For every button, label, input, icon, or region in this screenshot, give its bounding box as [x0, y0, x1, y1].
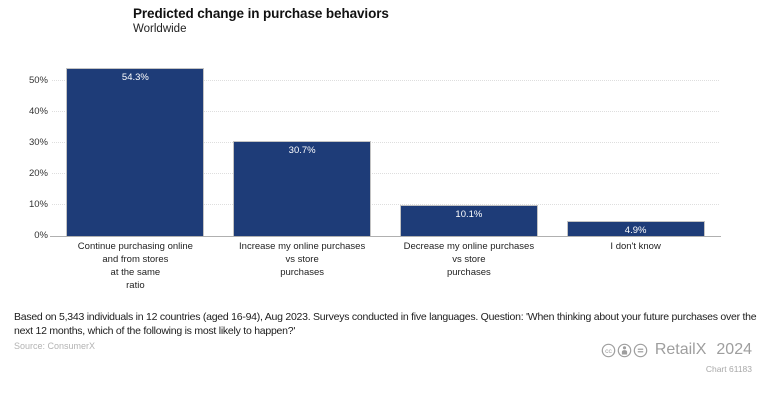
- attribution-icon: [617, 343, 632, 357]
- methodology-note: Based on 5,343 individuals in 12 countri…: [14, 311, 757, 337]
- bar: 10.1%: [399, 204, 538, 236]
- y-axis-tick-label: 50%: [28, 75, 48, 86]
- plot-area: 54.3% 30.7% 10.1% 4.9%: [50, 50, 721, 237]
- x-axis-category-label: I don't know: [610, 241, 661, 252]
- bar: 54.3%: [66, 67, 205, 236]
- brand-logo-text: RetailX: [654, 341, 707, 358]
- y-axis-tick-label: 0%: [34, 230, 48, 241]
- bar: 4.9%: [566, 220, 705, 236]
- source-note: Source: ConsumerX: [14, 341, 96, 351]
- x-axis-category-label: Decrease my online purchases vs store pu…: [403, 241, 535, 278]
- no-derivatives-icon: [633, 343, 648, 357]
- y-axis-tick-label: 10%: [28, 199, 48, 210]
- creative-commons-license: cc: [601, 343, 648, 358]
- y-axis-tick-label: 30%: [28, 137, 48, 148]
- cc-icon: cc: [601, 343, 616, 357]
- x-axis-category-label: Increase my online purchases vs store pu…: [239, 241, 366, 278]
- gridline: [52, 142, 719, 143]
- brand-year: 2024: [716, 341, 752, 358]
- bar-value-label: 10.1%: [455, 208, 483, 220]
- svg-text:cc: cc: [605, 347, 612, 354]
- gridline: [52, 204, 719, 205]
- x-axis-baseline: [50, 236, 721, 237]
- y-axis-tick-label: 40%: [28, 106, 48, 117]
- branding: cc RetailX 2024 Chart 61183: [601, 341, 752, 374]
- y-axis: 0% 10% 20% 30% 40% 50%: [0, 50, 48, 241]
- chart-id: Chart 61183: [705, 364, 752, 374]
- gridline: [52, 111, 719, 112]
- bar-value-label: 30.7%: [288, 144, 316, 156]
- chart-subtitle: Worldwide: [133, 23, 187, 35]
- bar: 30.7%: [233, 140, 372, 236]
- bar-value-label: 54.3%: [121, 71, 149, 83]
- chart-header: Predicted change in purchase behaviors W…: [133, 6, 389, 35]
- chart-title: Predicted change in purchase behaviors: [133, 6, 389, 21]
- gridline: [52, 80, 719, 81]
- x-axis: Continue purchasing online and from stor…: [52, 240, 719, 298]
- gridline: [52, 173, 719, 174]
- y-axis-tick-label: 20%: [28, 168, 48, 179]
- bar-value-label: 4.9%: [624, 224, 647, 236]
- x-axis-category-label: Continue purchasing online and from stor…: [77, 241, 193, 291]
